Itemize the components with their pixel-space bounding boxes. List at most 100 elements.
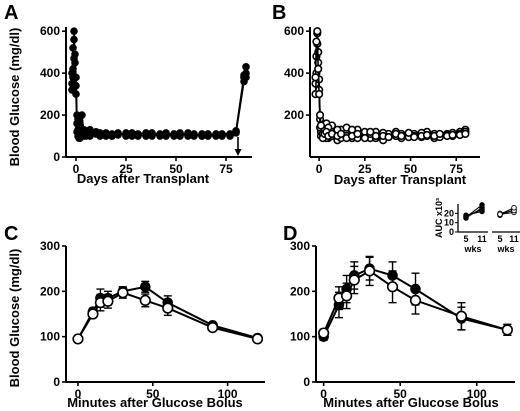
x-tick-label: 50 [394, 387, 408, 401]
data-point [117, 287, 129, 299]
panel-a-ylabel: Blood Glucose (mg/dl) [7, 28, 22, 167]
data-point [71, 58, 79, 67]
series-line [71, 31, 247, 139]
data-point [360, 134, 369, 143]
panel-d-xlabel: Minutes after Glucose Bolus [323, 395, 499, 410]
data-point [318, 327, 330, 339]
data-point [162, 302, 174, 314]
panel-a-xlabel: Days after Transplant [77, 171, 210, 186]
data-point [148, 130, 156, 138]
x-tick-label: 75 [219, 162, 233, 176]
data-point [410, 132, 419, 142]
x-tick-label: 0 [75, 387, 82, 401]
inset-y-tick-label: 20 [444, 208, 454, 218]
inset-point [497, 211, 503, 218]
data-point [386, 281, 399, 293]
data-point [73, 111, 81, 119]
series-line [71, 47, 247, 139]
x-tick-label: 0 [73, 162, 80, 176]
inset-y-tick-label: 0 [449, 227, 454, 237]
data-point [102, 295, 114, 307]
inset-pair-line [465, 207, 483, 219]
data-point [140, 281, 151, 293]
series-line [314, 33, 466, 143]
inset-x-tick-label: 5 [463, 234, 468, 244]
data-point [461, 129, 470, 139]
data-point [409, 294, 422, 307]
data-point [397, 131, 406, 141]
data-point [162, 129, 170, 137]
data-point [75, 121, 83, 130]
x-tick-label: 25 [358, 162, 372, 176]
data-point [313, 27, 322, 36]
panel-b-letter: B [272, 2, 286, 24]
data-point [242, 63, 250, 71]
series-line [314, 43, 466, 140]
data-point [142, 131, 150, 139]
inset-x-tick-label: 5 [497, 234, 502, 244]
data-point [455, 310, 468, 322]
data-point [207, 322, 219, 334]
y-tick-label: 600 [40, 24, 60, 38]
data-point [114, 130, 122, 138]
panel-c-letter: C [4, 223, 18, 245]
y-tick-label: 600 [284, 24, 304, 38]
data-point [316, 121, 326, 130]
y-tick-label: 0 [303, 375, 310, 389]
panel-a-letter: A [4, 2, 18, 24]
data-point [448, 130, 457, 140]
panel-b-xlabel: Days after Transplant [334, 172, 467, 187]
panel-d-letter: D [283, 223, 297, 245]
inset-point [511, 204, 517, 211]
data-point [72, 333, 84, 345]
inset-x-tick-label: 11 [477, 234, 487, 244]
data-point [315, 89, 324, 99]
data-point [72, 81, 80, 90]
data-point [156, 132, 164, 140]
panel-b: B Days after Transplant 200 400 600 0 25 50 75 [272, 2, 480, 187]
data-point [314, 64, 323, 74]
y-tick-label: 100 [290, 330, 310, 344]
data-point [366, 127, 375, 136]
y-tick-label: 300 [290, 239, 310, 253]
y-tick-label: 0 [53, 150, 60, 164]
data-point [170, 131, 178, 139]
x-tick-label: 50 [146, 387, 160, 401]
data-point [501, 324, 513, 336]
x-tick-label: 0 [320, 387, 327, 401]
data-point [134, 132, 142, 140]
data-point [128, 129, 136, 137]
series-line [71, 39, 247, 138]
y-tick-label: 200 [290, 284, 310, 298]
data-point [363, 265, 376, 277]
panel-d: D Minutes after Glucose Bolus 0 100 200 300… [283, 223, 515, 410]
data-point [384, 132, 393, 142]
y-tick-label: 100 [40, 330, 60, 344]
panel-c: C Blood Glucose (mg/dl) Minutes after Gl… [4, 223, 265, 410]
data-point [204, 132, 212, 140]
x-tick-label: 50 [169, 162, 183, 176]
data-point [218, 130, 226, 138]
panel-a: A Blood Glucose (mg/dl) Days after Trans… [4, 2, 252, 186]
data-point [341, 290, 353, 302]
y-tick-label: 200 [40, 108, 60, 122]
data-point [226, 130, 234, 138]
y-tick-label: 200 [40, 284, 60, 298]
x-tick-label: 25 [119, 162, 133, 176]
data-point [102, 131, 110, 139]
inset-x-label: wks [496, 244, 514, 254]
inset-y-tick-label: 10 [444, 218, 454, 228]
data-point [435, 129, 444, 139]
inset-point [463, 215, 469, 221]
data-point [176, 130, 184, 138]
panel-c-xlabel: Minutes after Glucose Bolus [67, 395, 243, 410]
inset-y-label: AUC x10³ [434, 198, 444, 238]
data-point [404, 128, 413, 137]
data-point [422, 130, 432, 140]
data-point [87, 308, 99, 320]
data-point [139, 294, 151, 307]
data-point [70, 27, 78, 35]
x-tick-label: 0 [316, 162, 323, 176]
